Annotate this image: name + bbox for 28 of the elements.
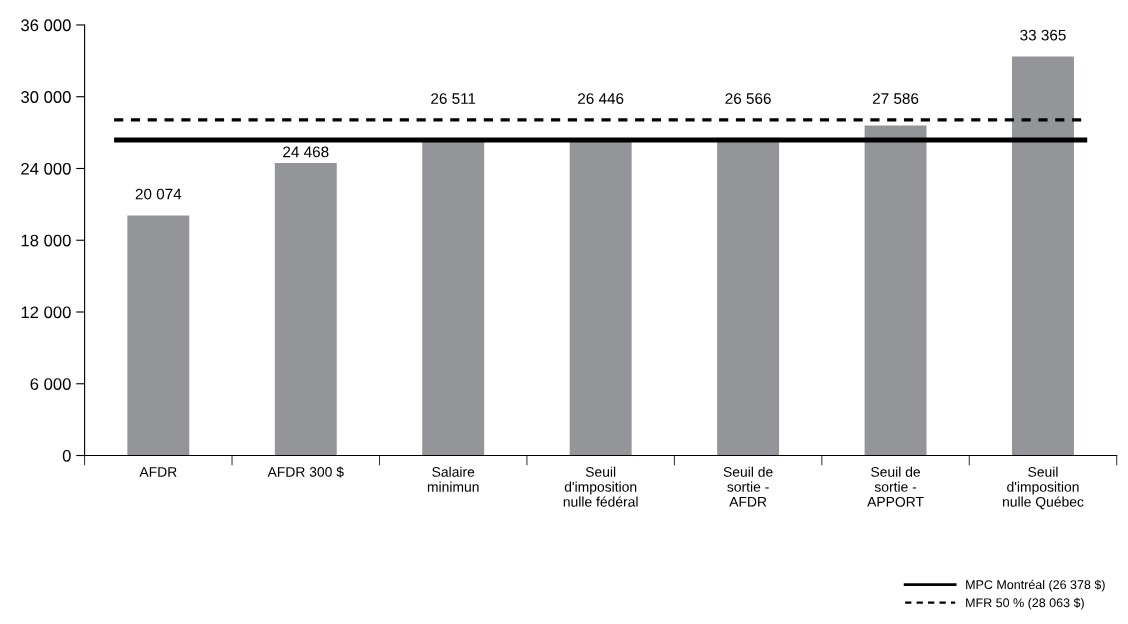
data-label: 24 468 (283, 146, 329, 158)
data-label: 20 074 (135, 188, 182, 200)
data-label: 26 566 (725, 93, 771, 104)
x-tick-label: Seuil de sortie - APPORT (867, 466, 924, 507)
legend-label: MPC Montréal (26 378 $) (966, 579, 1105, 592)
data-label: 33 365 (1020, 29, 1066, 41)
x-tick-label: Seuil d'imposition nulle Québec (1003, 466, 1084, 510)
y-tick-label: 0 (62, 449, 71, 462)
data-label: 26 446 (578, 93, 624, 104)
bar (127, 215, 190, 456)
data-label: 26 511 (431, 93, 476, 104)
x-tick-label: Seuil d'imposition nulle fédéral (563, 466, 638, 507)
y-tick-label: 30 000 (21, 91, 71, 103)
bar (569, 139, 632, 456)
y-tick-label: 18 000 (21, 234, 71, 247)
y-tick-label: 24 000 (21, 162, 71, 175)
bar (274, 162, 337, 456)
y-tick-label: 6 000 (30, 378, 71, 390)
y-tick-label: 36 000 (21, 19, 71, 32)
x-tick-label: AFDR 300 $ (267, 466, 344, 478)
x-tick-label: AFDR (139, 467, 177, 477)
legend-label: MFR 50 % (28 063 $) (966, 597, 1084, 610)
x-tick-label: Seuil de sortie - AFDR (723, 466, 773, 507)
y-tick-label: 12 000 (21, 306, 71, 319)
data-label: 27 586 (872, 93, 919, 104)
bar (864, 125, 927, 456)
x-tick-label: Salaire minimun (427, 466, 479, 492)
bar (1012, 56, 1074, 456)
